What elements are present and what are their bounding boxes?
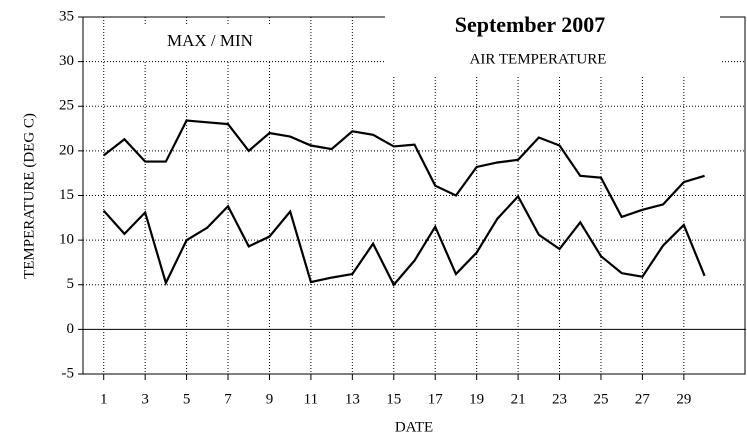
x-tick-label: 11 xyxy=(304,391,318,407)
annotation-box xyxy=(105,24,305,60)
x-tick-label: 17 xyxy=(428,391,444,407)
annotation: MAX / MIN xyxy=(167,31,253,50)
y-tick-label: 20 xyxy=(59,142,74,158)
y-tick-label: 10 xyxy=(59,232,74,248)
x-tick-label: 19 xyxy=(469,391,484,407)
y-tick-label: 15 xyxy=(59,187,74,203)
x-tick-label: 25 xyxy=(593,391,608,407)
y-tick-label: 30 xyxy=(59,53,74,69)
x-tick-label: 27 xyxy=(635,391,651,407)
x-tick-label: 13 xyxy=(345,391,360,407)
y-tick-label: 35 xyxy=(59,8,74,24)
x-axis-label: DATE xyxy=(395,419,433,435)
x-tick-label: 5 xyxy=(183,391,191,407)
x-tick-label: 15 xyxy=(386,391,401,407)
x-tick-label: 3 xyxy=(141,391,149,407)
y-tick-label: 5 xyxy=(67,276,75,292)
title-box xyxy=(385,6,720,76)
y-axis-label: TEMPERATURE (DEG C) xyxy=(21,113,37,279)
x-tick-label: 21 xyxy=(511,391,526,407)
chart-subtitle: AIR TEMPERATURE xyxy=(470,51,607,67)
chart-title: September 2007 xyxy=(455,12,606,37)
x-tick-label: 9 xyxy=(266,391,274,407)
y-tick-label: 25 xyxy=(59,98,74,114)
x-tick-label: 1 xyxy=(100,391,108,407)
x-tick-label: 29 xyxy=(676,391,691,407)
x-tick-label: 7 xyxy=(224,391,232,407)
data-line xyxy=(103,119,705,219)
y-tick-label: -5 xyxy=(62,365,75,381)
y-tick-label: 0 xyxy=(67,321,75,337)
data-line xyxy=(102,194,706,287)
x-tick-label: 23 xyxy=(552,391,567,407)
